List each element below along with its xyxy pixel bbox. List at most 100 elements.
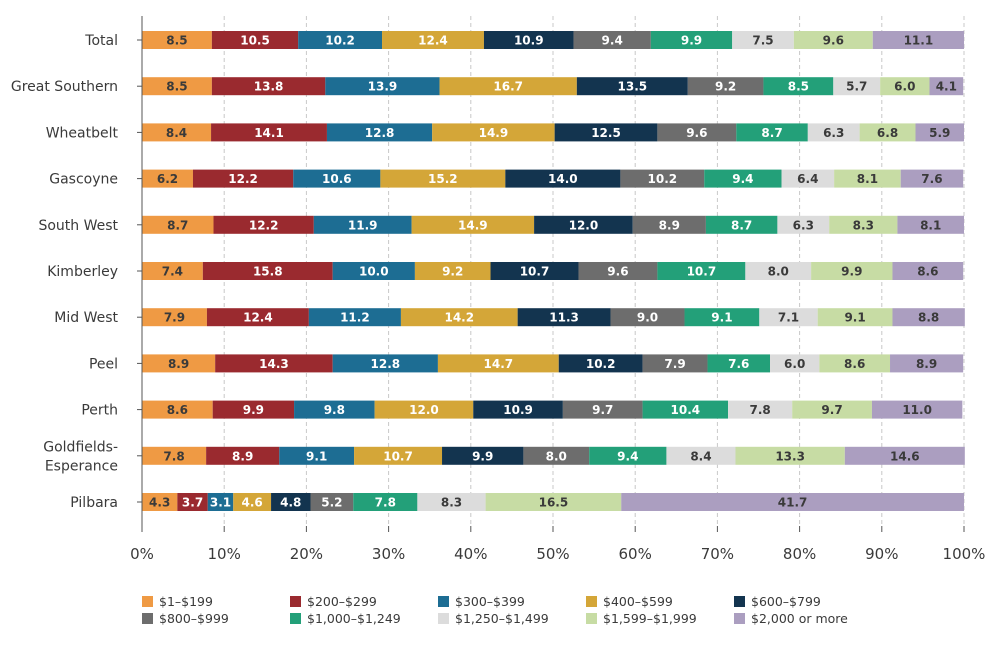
bar-segment bbox=[142, 169, 193, 188]
category-label: South West bbox=[38, 218, 118, 234]
bar-segment bbox=[770, 354, 820, 373]
data-label: 15.2 bbox=[428, 172, 458, 186]
bar-segment bbox=[294, 400, 375, 419]
bar-segment bbox=[142, 308, 207, 327]
bar-segment bbox=[759, 308, 818, 327]
bar-segment bbox=[212, 400, 295, 419]
bar-segment bbox=[610, 308, 685, 327]
data-label: 9.6 bbox=[823, 34, 844, 48]
data-label: 9.6 bbox=[686, 126, 707, 140]
bar-row: 8.9 14.3 12.8 14.7 10.2 7.9 7.6 6.0 8.6 8.9 bbox=[142, 354, 964, 373]
data-label: 14.6 bbox=[890, 449, 920, 463]
data-label: 13.8 bbox=[254, 80, 284, 94]
bar-segment bbox=[517, 308, 611, 327]
data-label: 14.9 bbox=[479, 126, 509, 140]
data-label: 9.9 bbox=[681, 34, 702, 48]
data-label: 10.7 bbox=[687, 265, 717, 279]
bar-segment bbox=[490, 262, 579, 280]
data-label: 7.6 bbox=[728, 357, 749, 371]
bar-segment bbox=[505, 169, 621, 188]
category-label: Gascoyne bbox=[49, 172, 118, 188]
data-label: 9.1 bbox=[711, 311, 732, 325]
bar-segment bbox=[792, 400, 872, 419]
legend-label: $200–$299 bbox=[307, 594, 377, 609]
data-label: 9.4 bbox=[617, 449, 638, 463]
x-tick-label: 20% bbox=[290, 545, 323, 563]
category-label: Wheatbelt bbox=[46, 125, 119, 141]
data-label: 12.5 bbox=[591, 126, 621, 140]
data-label: 14.2 bbox=[444, 311, 474, 325]
data-label: 16.5 bbox=[539, 496, 569, 510]
bar-segment bbox=[833, 77, 881, 96]
data-label: 9.4 bbox=[602, 34, 623, 48]
data-label: 7.8 bbox=[375, 496, 396, 510]
bar-segment bbox=[279, 446, 355, 465]
bar-row: 8.6 9.9 9.8 12.0 10.9 9.7 10.4 7.8 9.7 11.0 bbox=[142, 400, 963, 419]
legend-swatch bbox=[586, 596, 597, 607]
bar-segment bbox=[728, 400, 793, 419]
data-label: 11.1 bbox=[904, 34, 934, 48]
legend-item: $200–$299 bbox=[290, 594, 377, 609]
bar-segment bbox=[439, 77, 577, 96]
category-label: Total bbox=[84, 33, 118, 49]
bar-segment bbox=[621, 493, 964, 511]
bar-segment bbox=[777, 215, 830, 234]
data-label: 9.1 bbox=[306, 449, 327, 463]
bar-segment bbox=[732, 31, 794, 49]
bar-segment bbox=[562, 400, 643, 419]
data-label: 3.1 bbox=[210, 496, 231, 510]
category-label: Mid West bbox=[54, 310, 118, 326]
bar-segment bbox=[573, 31, 651, 49]
data-label: 8.1 bbox=[857, 172, 878, 186]
data-label: 14.0 bbox=[548, 172, 578, 186]
x-tick-label: 30% bbox=[372, 545, 405, 563]
data-label: 9.2 bbox=[442, 265, 463, 279]
bar-segment bbox=[142, 446, 207, 465]
legend-item: $400–$599 bbox=[586, 594, 673, 609]
legend-label: $300–$399 bbox=[455, 594, 525, 609]
bar-segment bbox=[929, 77, 964, 96]
data-label: 4.6 bbox=[242, 496, 263, 510]
data-label: 12.8 bbox=[365, 126, 395, 140]
bar-segment bbox=[142, 493, 178, 511]
data-label: 9.9 bbox=[243, 403, 264, 417]
legend-swatch bbox=[142, 596, 153, 607]
data-label: 7.9 bbox=[164, 311, 185, 325]
data-label: 14.3 bbox=[259, 357, 289, 371]
data-label: 5.2 bbox=[321, 496, 342, 510]
data-label: 11.0 bbox=[902, 403, 932, 417]
bar-segment bbox=[657, 123, 737, 142]
bar-segment bbox=[432, 123, 555, 142]
bar-segment bbox=[807, 123, 860, 142]
bar-segment bbox=[207, 493, 234, 511]
data-label: 5.7 bbox=[846, 80, 867, 94]
category-label: Peel bbox=[89, 356, 118, 372]
bar-segment bbox=[442, 446, 524, 465]
bar-segment bbox=[414, 262, 491, 280]
category-label: Goldfields-Esperance bbox=[43, 439, 118, 474]
data-label: 6.0 bbox=[894, 80, 915, 94]
bar-segment bbox=[892, 308, 965, 327]
legend-swatch bbox=[734, 596, 745, 607]
bar-segment bbox=[620, 169, 705, 188]
legend-swatch bbox=[290, 596, 301, 607]
legend-label: $400–$599 bbox=[603, 594, 673, 609]
data-label: 12.4 bbox=[243, 311, 273, 325]
bar-segment bbox=[705, 215, 778, 234]
bar-segment bbox=[735, 446, 845, 465]
bar-segment bbox=[310, 493, 354, 511]
data-label: 10.2 bbox=[648, 172, 678, 186]
bar-row: 7.4 15.8 10.0 9.2 10.7 9.6 10.7 8.0 9.9 8.6 bbox=[142, 262, 964, 280]
bar-segment bbox=[353, 493, 418, 511]
bar-segment bbox=[437, 354, 559, 373]
legend-swatch bbox=[586, 613, 597, 624]
data-label: 9.6 bbox=[607, 265, 628, 279]
data-label: 10.5 bbox=[240, 34, 270, 48]
legend-swatch bbox=[734, 613, 745, 624]
legend-swatch bbox=[438, 596, 449, 607]
data-label: 8.5 bbox=[788, 80, 809, 94]
axis-layer: 0% 10% 20% 30% 40% 50% 60% 70% 80% 90% 100% Total Gr… bbox=[11, 16, 985, 563]
data-label: 8.5 bbox=[166, 34, 187, 48]
bar-segment bbox=[642, 354, 708, 373]
